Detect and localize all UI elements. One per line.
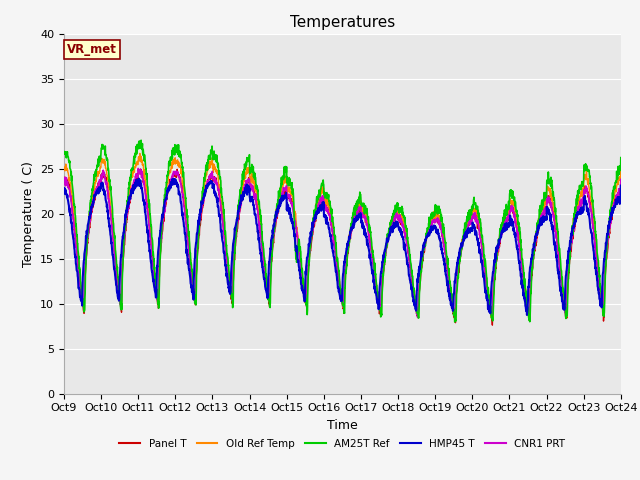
X-axis label: Time: Time xyxy=(327,419,358,432)
Y-axis label: Temperature ( C): Temperature ( C) xyxy=(22,161,35,266)
Legend: Panel T, Old Ref Temp, AM25T Ref, HMP45 T, CNR1 PRT: Panel T, Old Ref Temp, AM25T Ref, HMP45 … xyxy=(115,435,570,453)
Title: Temperatures: Temperatures xyxy=(290,15,395,30)
Text: VR_met: VR_met xyxy=(67,43,116,56)
